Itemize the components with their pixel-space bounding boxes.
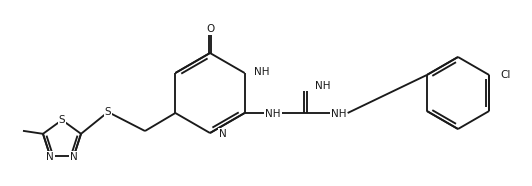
Text: O: O [206, 24, 214, 34]
Text: Cl: Cl [500, 70, 511, 80]
Text: S: S [59, 115, 65, 125]
Text: S: S [105, 107, 111, 117]
Text: N: N [219, 129, 227, 139]
Text: NH: NH [254, 67, 269, 77]
Text: NH: NH [331, 109, 346, 119]
Text: N: N [46, 152, 54, 162]
Text: N: N [70, 152, 78, 162]
Text: NH: NH [314, 81, 330, 91]
Text: NH: NH [265, 109, 280, 119]
